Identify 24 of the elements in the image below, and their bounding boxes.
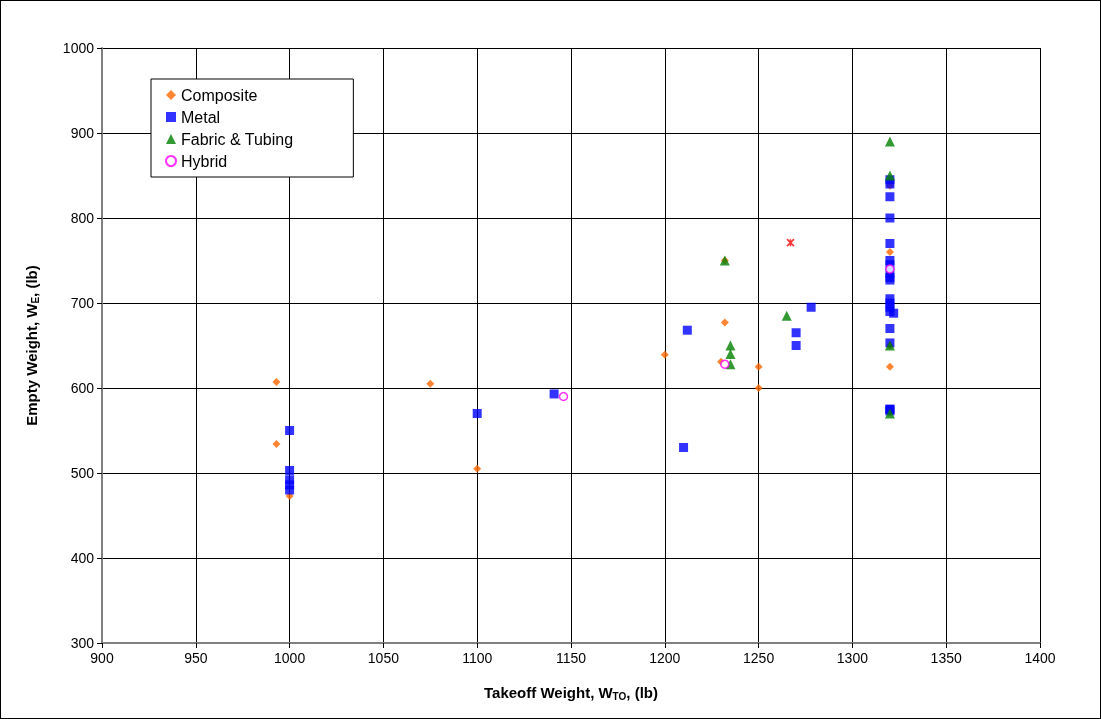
- x-tick-label: 1050: [367, 650, 400, 666]
- x-tick-label: 1150: [555, 650, 587, 666]
- legend-label: Hybrid: [181, 152, 228, 170]
- x-tick-label: 1250: [743, 650, 775, 666]
- y-tick-label: 800: [70, 210, 95, 226]
- legend-label: Fabric & Tubing: [181, 130, 294, 148]
- y-tick-label: 700: [70, 295, 95, 311]
- x-tick-label: 1350: [930, 650, 962, 666]
- y-tick-label: 400: [70, 550, 95, 566]
- x-tick-label: 950: [184, 650, 208, 666]
- y-axis-title: Empty Weight, WE, (lb): [22, 265, 41, 426]
- y-tick-label: 1000: [62, 40, 95, 56]
- x-tick-label: 1000: [274, 650, 306, 666]
- legend-label: Metal: [181, 108, 221, 126]
- y-tick-label: 900: [70, 125, 95, 141]
- x-tick-label: 1100: [462, 650, 493, 666]
- y-tick-label: 300: [70, 635, 95, 651]
- legend-label: Composite: [181, 86, 258, 104]
- x-tick-label: 1400: [1024, 650, 1056, 666]
- x-tick-label: 900: [90, 650, 114, 666]
- y-tick-label: 600: [70, 380, 95, 396]
- x-tick-label: 1200: [649, 650, 681, 666]
- x-tick-label: 1300: [836, 650, 869, 666]
- y-tick-label: 500: [70, 465, 95, 481]
